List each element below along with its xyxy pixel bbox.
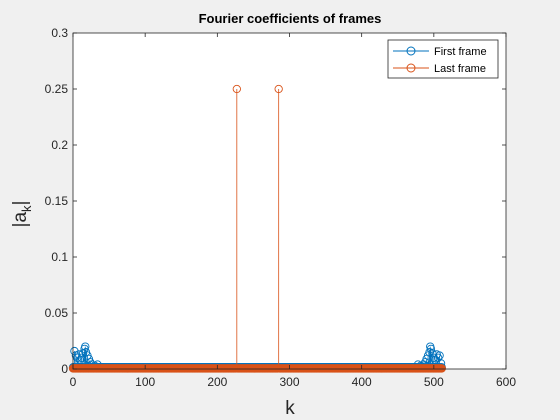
series-last-frame	[68, 84, 446, 373]
x-tick-label: 400	[352, 375, 372, 389]
legend-label-first-frame: First frame	[434, 46, 487, 58]
y-tick-label: 0.15	[45, 194, 69, 208]
y-tick-label: 0.1	[51, 250, 68, 264]
x-tick-label: 300	[279, 375, 299, 389]
stem-marker	[232, 84, 241, 94]
y-tick-label: 0.2	[51, 138, 68, 152]
stem-marker	[435, 351, 444, 360]
chart-title: Fourier coefficients of frames	[199, 11, 382, 26]
y-axis-label-base: |a	[10, 212, 31, 228]
y-tick-label: 0.3	[51, 26, 68, 40]
legend-marker-last-frame	[406, 63, 416, 73]
x-tick-label: 100	[135, 375, 155, 389]
stem-marker	[81, 342, 90, 351]
y-axis-label: |ak|	[10, 201, 34, 228]
legend-marker-first-frame	[406, 46, 416, 56]
ticks-layer: 0 100 200 300 400 500 600 0 0.05 0.1 0.15 0.2 0.25 0.…	[45, 26, 517, 389]
y-axis-label-end: |	[10, 201, 31, 206]
y-tick-label: 0.25	[45, 82, 69, 96]
x-tick-label: 600	[496, 375, 516, 389]
legend-box	[387, 39, 499, 79]
stem-marker	[274, 84, 283, 94]
y-tick-label: 0	[61, 362, 68, 376]
legend: First frame Last frame	[387, 39, 499, 79]
stem-marker	[426, 344, 436, 353]
x-tick-label: 500	[424, 375, 444, 389]
legend-entry-last-frame: Last frame	[393, 63, 486, 75]
x-tick-label: 200	[207, 375, 227, 389]
x-tick-label: 0	[70, 375, 77, 389]
legend-entry-first-frame: First frame	[393, 46, 487, 58]
y-tick-label: 0.05	[45, 306, 69, 320]
stems-layer	[68, 84, 446, 373]
legend-label-last-frame: Last frame	[434, 63, 486, 75]
x-axis-label: k	[285, 398, 295, 419]
y-axis-label-sub: k	[19, 205, 34, 212]
plot-area	[73, 33, 506, 369]
stem-marker	[437, 364, 446, 373]
stem-marker	[428, 349, 437, 358]
